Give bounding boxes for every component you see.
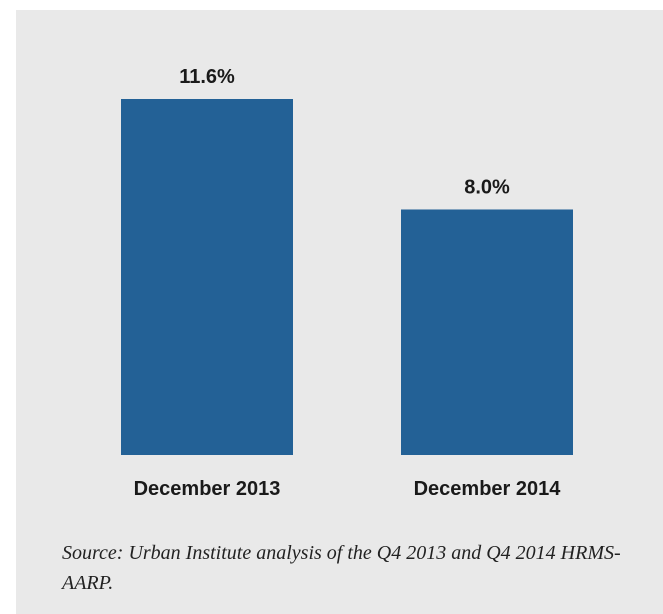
category-label-1: December 2013 (134, 478, 281, 500)
bar-2 (401, 209, 573, 455)
bar-1 (121, 99, 293, 455)
bar-chart: 11.6% 8.0% December 2013 December 2014 (121, 66, 573, 500)
source-note: Source: Urban Institute analysis of the … (62, 542, 621, 594)
category-label-group: December 2013 December 2014 (134, 478, 562, 500)
value-label-1: 11.6% (179, 66, 235, 88)
bar-group (121, 99, 573, 455)
value-label-2: 8.0% (464, 176, 510, 198)
value-label-group: 11.6% 8.0% (179, 66, 510, 198)
category-label-2: December 2014 (414, 478, 562, 500)
